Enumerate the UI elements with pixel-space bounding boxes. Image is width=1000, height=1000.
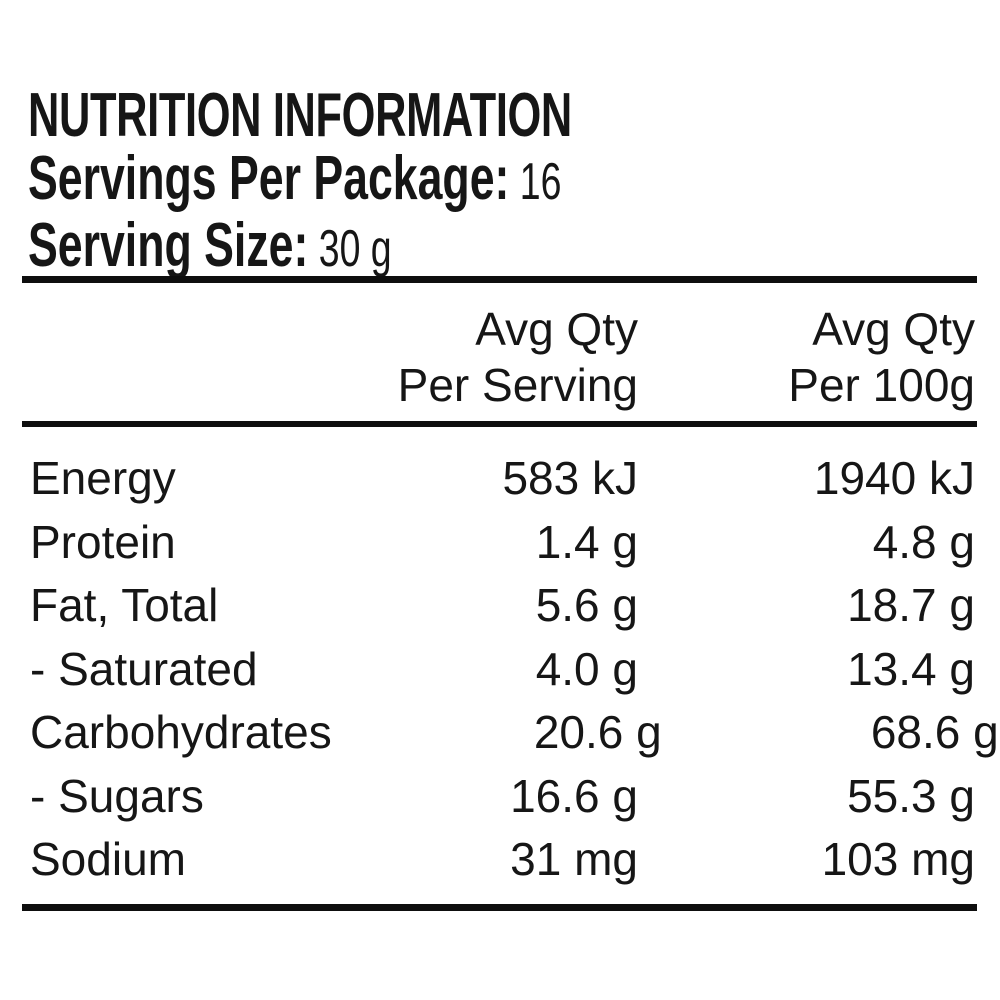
nutrient-name: - Saturated: [30, 642, 258, 695]
value-per-100g: 4.8 g: [872, 515, 975, 568]
servings-per-package-label: Servings Per Package:: [28, 144, 510, 213]
servings-per-package-line: Servings Per Package: 16: [28, 147, 805, 214]
value-per-serving: 583 kJ: [502, 452, 638, 504]
value-per-serving: 16.6 g: [510, 769, 638, 822]
value-per-serving: 20.6 g: [533, 706, 662, 758]
table-row-fat-total: Fat, Total 5.6 g 18.7 g: [22, 574, 977, 638]
value-per-100g: 18.7 g: [847, 579, 975, 631]
value-per-serving: 31 mg: [510, 833, 638, 885]
header-per-serving-line1: Avg Qty: [475, 303, 638, 355]
header-col-per-100g: Avg Qty Per 100g: [638, 301, 977, 413]
table-row-sodium: Sodium 31 mg 103 mg: [22, 828, 977, 892]
value-per-serving: 5.6 g: [535, 579, 638, 631]
nutrition-title-text: NUTRITION INFORMATION: [28, 81, 572, 150]
value-per-100g: 55.3 g: [847, 769, 975, 822]
nutrient-name: Sodium: [30, 833, 186, 885]
table-header-row: Avg Qty Per Serving Avg Qty Per 100g: [22, 276, 977, 427]
nutrient-name: Energy: [30, 452, 176, 504]
value-per-serving: 1.4 g: [535, 515, 638, 568]
value-per-serving: 4.0 g: [535, 642, 638, 695]
nutrient-name: Carbohydrates: [30, 706, 332, 758]
serving-size-value: 30 g: [318, 220, 392, 278]
nutrition-table: Avg Qty Per Serving Avg Qty Per 100g Ene…: [22, 276, 999, 911]
servings-per-package-value: 16: [519, 153, 562, 211]
table-row-saturated: - Saturated 4.0 g 13.4 g: [22, 638, 977, 702]
table-row-carbohydrates: Carbohydrates 20.6 g 68.6 g: [22, 701, 999, 765]
header-per-100g-line1: Avg Qty: [812, 303, 975, 355]
value-per-100g: 13.4 g: [847, 642, 975, 695]
nutrient-name: Protein: [30, 515, 176, 568]
header-per-100g-line2: Per 100g: [788, 359, 975, 411]
header-per-serving-line2: Per Serving: [397, 359, 638, 411]
table-row-energy: Energy 583 kJ 1940 kJ: [22, 447, 977, 511]
table-row-sugars: - Sugars 16.6 g 55.3 g: [22, 765, 977, 829]
header-col-nutrient: [22, 301, 308, 413]
serving-size-line: Serving Size: 30 g: [28, 214, 805, 281]
value-per-100g: 103 mg: [821, 833, 975, 885]
table-row-protein: Protein 1.4 g 4.8 g: [22, 511, 977, 575]
header-col-per-serving: Avg Qty Per Serving: [308, 301, 638, 413]
table-body: Energy 583 kJ 1940 kJ Protein 1.4 g 4.8 …: [22, 427, 999, 911]
value-per-100g: 68.6 g: [870, 706, 999, 758]
nutrient-name: - Sugars: [30, 769, 204, 822]
serving-size-label: Serving Size:: [28, 211, 309, 280]
value-per-100g: 1940 kJ: [813, 452, 975, 504]
nutrition-title: NUTRITION INFORMATION: [28, 84, 805, 147]
nutrient-name: Fat, Total: [30, 579, 219, 631]
label-heading: NUTRITION INFORMATION Servings Per Packa…: [28, 84, 805, 281]
